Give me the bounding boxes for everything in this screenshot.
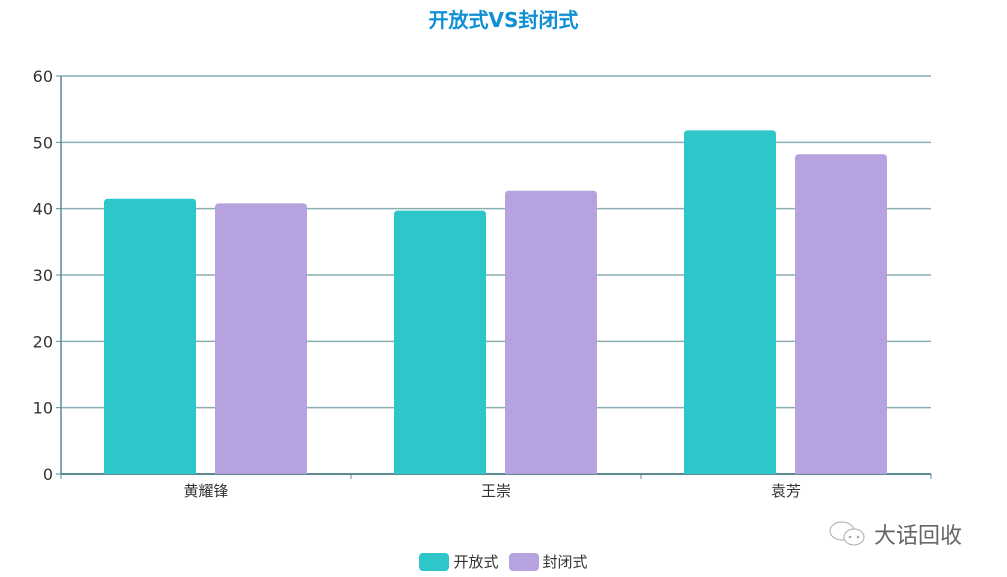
bar-开放式-黄耀锋 bbox=[104, 198, 196, 474]
legend-item-series-1[interactable]: 封闭式 bbox=[508, 551, 588, 572]
legend-item-series-0[interactable]: 开放式 bbox=[419, 551, 499, 572]
watermark-text: 大话回收 bbox=[874, 524, 963, 549]
wechat-icon bbox=[829, 521, 865, 546]
y-tick-label: 10 bbox=[33, 399, 53, 418]
bar-封闭式-黄耀锋 bbox=[215, 203, 307, 475]
y-tick-label: 50 bbox=[33, 133, 53, 152]
y-tick-label: 60 bbox=[33, 67, 53, 86]
bar-开放式-王崇 bbox=[394, 210, 486, 474]
watermark: 大话回收 bbox=[828, 518, 962, 550]
y-tick-label: 30 bbox=[33, 266, 53, 285]
legend-swatch bbox=[508, 552, 539, 571]
legend-swatch bbox=[419, 552, 450, 571]
x-tick-label: 袁芳 bbox=[771, 482, 801, 500]
x-tick-label: 黄耀锋 bbox=[183, 482, 228, 500]
legend-label: 开放式 bbox=[453, 553, 499, 571]
x-tick-label: 王崇 bbox=[481, 482, 511, 500]
y-tick-label: 40 bbox=[33, 200, 53, 219]
legend: 开放式 封闭式 bbox=[0, 551, 1007, 572]
chart-title: 开放式VS封闭式 bbox=[428, 8, 579, 32]
y-tick-label: 20 bbox=[33, 332, 53, 351]
legend-label: 封闭式 bbox=[542, 553, 588, 571]
y-tick-label: 0 bbox=[43, 465, 53, 484]
bar-封闭式-王崇 bbox=[505, 190, 597, 475]
bar-开放式-袁芳 bbox=[684, 130, 776, 475]
bar-封闭式-袁芳 bbox=[795, 154, 887, 475]
